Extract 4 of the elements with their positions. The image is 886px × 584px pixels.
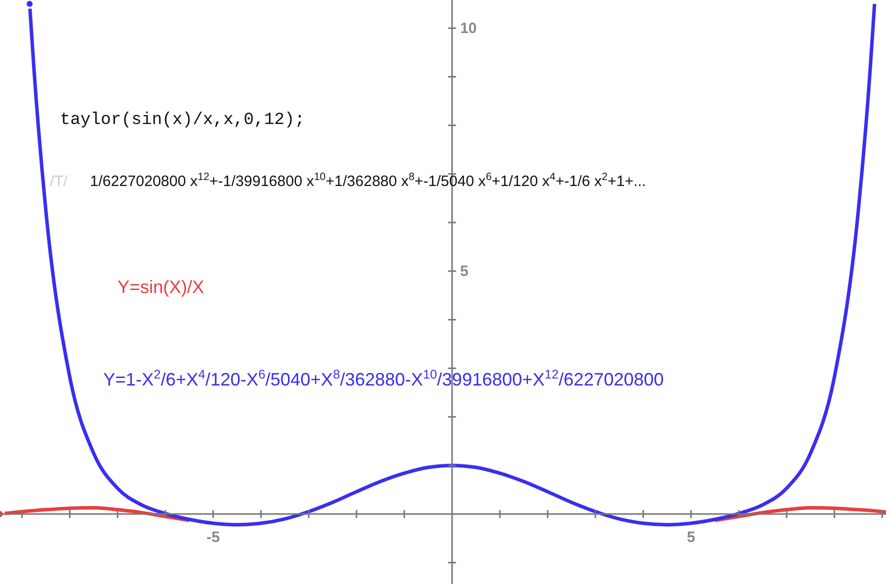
- text: taylor(sin(x)/x,x,0,12);: [60, 111, 305, 130]
- text: Y=sin(X)/X: [118, 276, 204, 297]
- x-tick-label: -5: [206, 529, 220, 546]
- y-tick-label: 10: [460, 20, 477, 38]
